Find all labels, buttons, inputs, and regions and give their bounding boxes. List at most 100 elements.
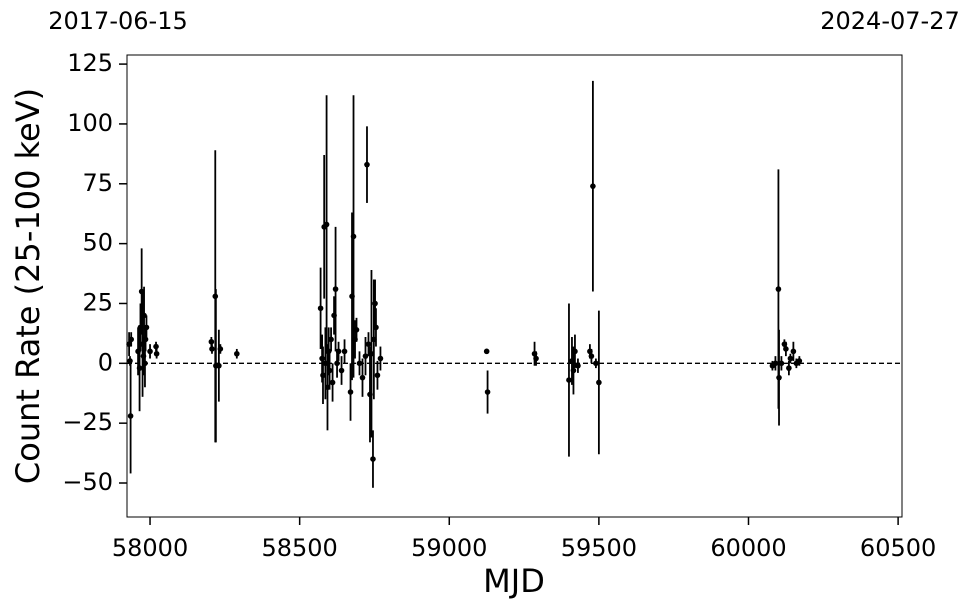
data-point [127,358,133,364]
data-point [142,360,148,367]
data-point [593,360,599,367]
data-point [329,379,336,386]
data-point [138,288,145,295]
x-tick-label: 59000 [411,534,487,562]
data-point [234,350,240,357]
data-point [374,372,381,379]
data-point [575,362,581,369]
data-point [533,355,539,362]
data-point [153,350,160,357]
x-tick-label: 59500 [561,534,637,562]
data-point [325,348,332,355]
data-point [127,413,134,419]
data-point [370,456,376,462]
data-point [778,360,785,367]
data-point [320,372,326,379]
data-point [372,300,378,307]
y-axis-label: Count Rate (25-100 keV) [9,88,47,484]
data-point [334,360,340,367]
data-point [362,353,369,359]
data-point [566,377,572,383]
data-point [324,384,331,391]
data-point [356,360,363,367]
data-point [153,343,159,350]
data-point [142,336,149,343]
data-point [323,221,330,228]
data-point [786,365,792,371]
data-point [353,327,360,333]
data-point [787,355,794,362]
data-point [137,324,144,331]
data-point [331,312,337,319]
data-point [332,286,339,292]
data-point [373,324,379,331]
data-point [359,374,366,381]
data-point [364,161,370,168]
data-point [796,358,803,364]
data-point [483,348,490,355]
data-point [588,353,595,359]
data-point [350,233,357,240]
data-point [338,367,345,374]
data-point [377,355,384,362]
data-point [776,374,782,381]
data-point [352,336,358,343]
data-point [781,341,788,347]
x-tick-label: 58500 [261,534,337,562]
data-point [147,348,153,355]
data-point [208,338,215,345]
data-point [596,379,602,386]
data-point [128,336,134,343]
data-point [347,389,354,395]
data-point [570,367,577,374]
data-point [317,305,324,312]
data-point [790,348,797,355]
data-point [590,183,596,189]
date-annotation: 2017-06-15 [48,7,187,35]
data-point [341,348,348,355]
data-point [216,362,222,369]
data-point [319,355,325,362]
y-tick-label: 100 [67,109,113,137]
data-point [569,358,575,364]
data-point [367,391,373,398]
data-point [335,348,342,355]
data-point [217,346,224,352]
data-point [326,367,333,374]
data-point [531,350,538,357]
data-point [775,286,782,292]
plot-frame [126,54,903,518]
data-point [135,348,141,355]
data-point [371,336,377,343]
x-tick-label: 58000 [112,534,188,562]
data-point [349,293,355,300]
data-point [783,346,789,352]
data-point [209,346,215,352]
data-point [126,341,132,347]
data-point [140,353,147,359]
data-point [365,341,372,347]
y-tick-label: 125 [67,49,113,77]
data-point [143,324,150,331]
y-tick-label: 75 [82,169,113,197]
date-annotation: 2024-07-27 [820,7,959,35]
data-point [772,360,779,367]
data-point [322,360,329,367]
x-axis-label: MJD [483,562,545,600]
y-tick-label: 25 [82,288,113,316]
y-tick-label: 0 [98,348,113,376]
y-tick-label: 50 [82,229,113,257]
data-point [141,312,147,319]
data-point [368,350,375,357]
y-tick-label: −25 [62,408,113,436]
data-point [328,336,334,343]
data-point [212,293,219,300]
data-point [484,389,491,395]
data-point [587,348,593,355]
y-tick-label: −50 [62,468,113,496]
x-tick-label: 60000 [710,534,786,562]
data-point [136,365,143,371]
data-point [572,348,578,355]
x-tick-label: 60500 [860,534,936,562]
